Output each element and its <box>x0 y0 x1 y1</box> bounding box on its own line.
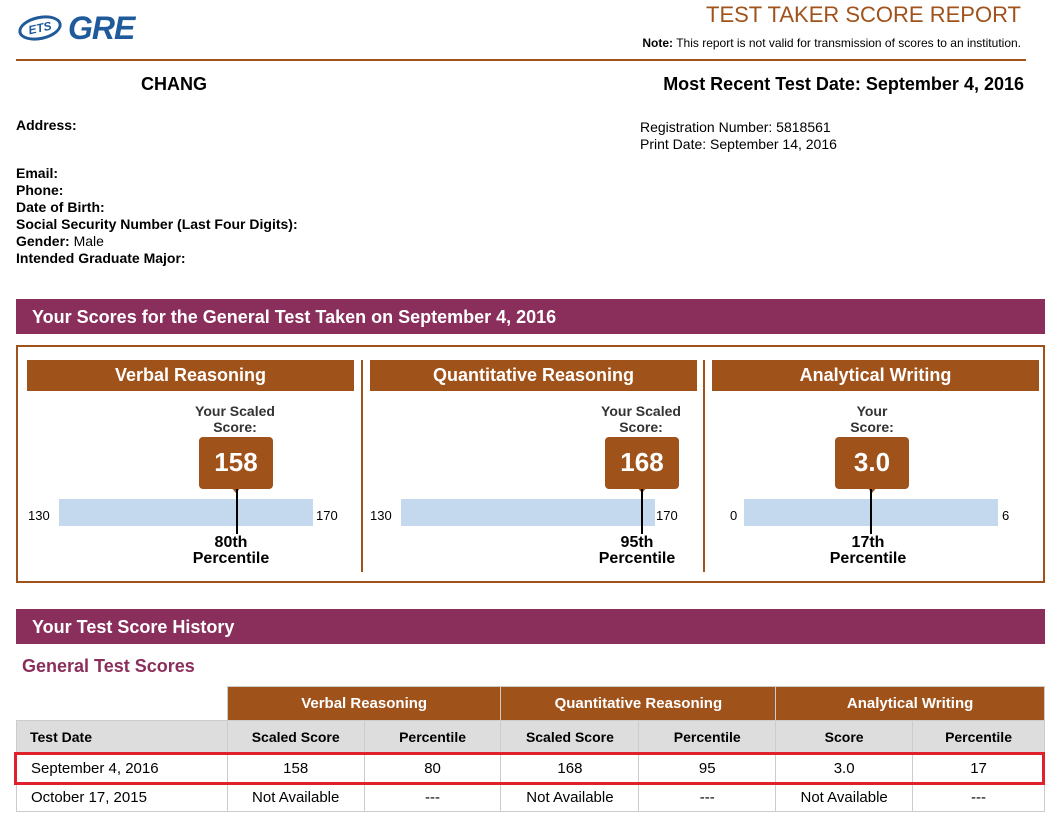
registration-number: Registration Number: 5818561 <box>640 119 831 135</box>
taker-name: CHANG <box>141 74 207 94</box>
table-cell: 158 <box>226 753 365 783</box>
group-header-row: Verbal Reasoning Quantitative Reasoning … <box>16 686 1045 721</box>
group-header-blank <box>16 686 228 721</box>
dob-label: Date of Birth: <box>16 199 105 215</box>
table-cell: 80 <box>363 753 502 783</box>
table-cell: September 4, 2016 <box>16 753 228 783</box>
most-recent-test-date: Most Recent Test Date: September 4, 2016 <box>663 74 1024 95</box>
table-cell: --- <box>363 782 502 812</box>
note-text: This report is not valid for transmissio… <box>676 36 1021 50</box>
score-scale-bar <box>59 499 313 526</box>
table-row: October 17, 2015 Not Available --- Not A… <box>16 782 1045 812</box>
column-header: Percentile <box>638 720 777 754</box>
scaled-score-label: Your Scaled Score: <box>195 403 275 435</box>
gender-field: Gender: Male <box>16 233 104 249</box>
address-label: Address: <box>16 117 77 133</box>
table-cell: 17 <box>912 753 1045 783</box>
score-marker <box>870 489 872 534</box>
header-divider <box>16 59 1026 61</box>
table-cell: October 17, 2015 <box>16 782 228 812</box>
scores-banner: Your Scores for the General Test Taken o… <box>16 299 1045 334</box>
panel-title: Quantitative Reasoning <box>370 360 697 391</box>
ets-logo-icon: ETS <box>15 11 65 45</box>
score-scale-bar <box>401 499 655 526</box>
table-cell: 95 <box>638 753 777 783</box>
registration-block: Registration Number: 5818561 Print Date:… <box>640 119 837 153</box>
table-cell: 168 <box>500 753 640 783</box>
range-min: 130 <box>370 508 392 523</box>
range-min: 0 <box>730 508 738 523</box>
table-cell: Not Available <box>226 782 365 812</box>
most-recent-date: September 4, 2016 <box>865 74 1024 94</box>
column-header: Percentile <box>363 720 502 754</box>
phone-label: Phone: <box>16 182 64 198</box>
ssn-label: Social Security Number (Last Four Digits… <box>16 216 298 232</box>
table-cell: --- <box>912 782 1045 812</box>
range-max: 170 <box>316 508 338 523</box>
panel-divider <box>361 360 363 572</box>
report-title: TEST TAKER SCORE REPORT <box>706 2 1021 27</box>
table-cell: Not Available <box>500 782 640 812</box>
history-subtitle: General Test Scores <box>22 656 195 676</box>
percentile-label: 17th Percentile <box>829 534 907 567</box>
score-badge: 168 <box>605 437 679 489</box>
group-header: Verbal Reasoning <box>226 686 502 721</box>
gender-value: Male <box>73 233 104 249</box>
panel-title: Verbal Reasoning <box>27 360 354 391</box>
note-label: Note: <box>642 36 674 50</box>
badge-pointer <box>865 485 879 493</box>
score-marker <box>641 489 644 534</box>
history-banner: Your Test Score History <box>16 609 1045 644</box>
most-recent-label: Most Recent Test Date: <box>663 74 861 94</box>
score-badge: 158 <box>199 437 273 489</box>
score-history-table: Verbal Reasoning Quantitative Reasoning … <box>16 686 1045 812</box>
column-header: Score <box>775 720 914 754</box>
column-header: Percentile <box>912 720 1045 754</box>
table-row: September 4, 2016 158 80 168 95 3.0 17 <box>16 753 1045 783</box>
gre-logo: ETS GRE <box>15 8 135 48</box>
gre-wordmark: GRE <box>68 9 135 46</box>
range-min: 130 <box>28 508 50 523</box>
table-cell: --- <box>638 782 777 812</box>
range-max: 170 <box>656 508 678 523</box>
scaled-score-label: Your Scaled Score: <box>601 403 681 435</box>
column-header: Scaled Score <box>226 720 365 754</box>
print-date: Print Date: September 14, 2016 <box>640 136 837 152</box>
quant-panel: Quantitative Reasoning Your Scaled Score:… <box>370 360 697 570</box>
email-label: Email: <box>16 165 59 181</box>
score-summary: Verbal Reasoning Your Scaled Score: 158 1… <box>16 345 1045 583</box>
major-label: Intended Graduate Major: <box>16 250 186 266</box>
writing-panel: Analytical Writing Your Score: 3.0 0 6 17… <box>712 360 1039 570</box>
scaled-score-label: Your Score: <box>850 403 894 435</box>
percentile-label: 80th Percentile <box>192 534 270 567</box>
table-cell: Not Available <box>775 782 914 812</box>
column-header: Scaled Score <box>500 720 640 754</box>
column-header-row: Test Date Scaled Score Percentile Scaled… <box>16 720 1045 754</box>
panel-title: Analytical Writing <box>712 360 1039 391</box>
group-header: Quantitative Reasoning <box>500 686 777 721</box>
score-badge: 3.0 <box>835 437 909 489</box>
range-max: 6 <box>1002 508 1010 523</box>
report-note: Note: This report is not valid for trans… <box>642 36 1021 50</box>
score-marker <box>235 489 238 534</box>
percentile-label: 95th Percentile <box>598 534 676 567</box>
group-header: Analytical Writing <box>775 686 1045 721</box>
column-header: Test Date <box>16 720 228 754</box>
verbal-panel: Verbal Reasoning Your Scaled Score: 158 1… <box>27 360 354 570</box>
table-cell: 3.0 <box>775 753 914 783</box>
panel-divider <box>703 360 705 572</box>
